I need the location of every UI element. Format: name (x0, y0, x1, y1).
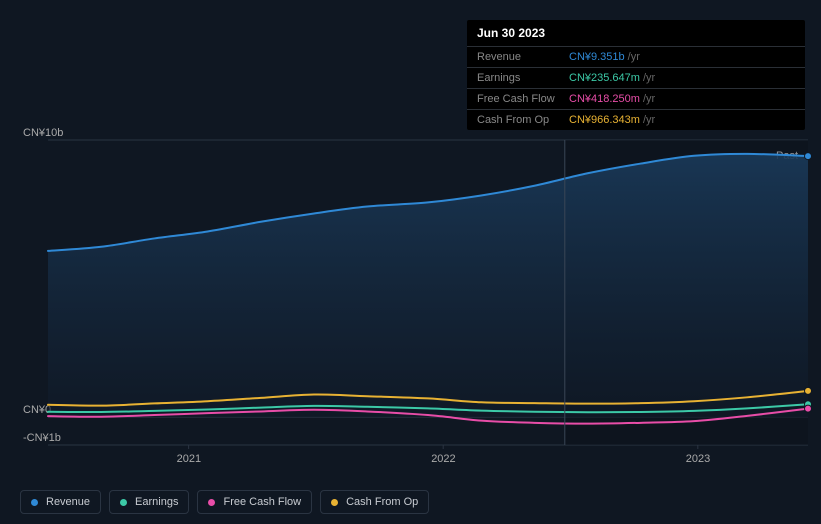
chart-legend: Revenue Earnings Free Cash Flow Cash From O… (20, 490, 429, 514)
legend-label: Cash From Op (346, 496, 418, 508)
tooltip-row: RevenueCN¥9.351b/yr (467, 46, 805, 67)
tooltip-metric-suffix: /yr (628, 51, 640, 63)
chart-tooltip: Jun 30 2023 RevenueCN¥9.351b/yrEarningsC… (467, 20, 805, 130)
legend-label: Revenue (46, 496, 90, 508)
tooltip-metric-label: Cash From Op (477, 114, 569, 126)
tooltip-metric-value: CN¥966.343m (569, 114, 640, 126)
tooltip-date: Jun 30 2023 (467, 20, 805, 46)
tooltip-metric-label: Revenue (477, 51, 569, 63)
tooltip-metric-value: CN¥418.250m (569, 93, 640, 105)
tooltip-metric-label: Earnings (477, 72, 569, 84)
legend-dot-icon (120, 499, 127, 506)
tooltip-metric-value: CN¥9.351b (569, 51, 625, 63)
x-axis-label: 2022 (431, 453, 455, 465)
legend-dot-icon (31, 499, 38, 506)
legend-label: Earnings (135, 496, 178, 508)
legend-item[interactable]: Cash From Op (320, 490, 429, 514)
x-axis-label: 2021 (177, 453, 201, 465)
tooltip-metric-suffix: /yr (643, 114, 655, 126)
tooltip-metric-suffix: /yr (643, 93, 655, 105)
legend-item[interactable]: Earnings (109, 490, 189, 514)
x-axis-label: 2023 (686, 453, 710, 465)
tooltip-row: Cash From OpCN¥966.343m/yr (467, 109, 805, 130)
legend-dot-icon (208, 499, 215, 506)
legend-dot-icon (331, 499, 338, 506)
legend-item[interactable]: Free Cash Flow (197, 490, 312, 514)
legend-label: Free Cash Flow (223, 496, 301, 508)
legend-item[interactable]: Revenue (20, 490, 101, 514)
tooltip-metric-value: CN¥235.647m (569, 72, 640, 84)
tooltip-row: Free Cash FlowCN¥418.250m/yr (467, 88, 805, 109)
tooltip-metric-suffix: /yr (643, 72, 655, 84)
tooltip-metric-label: Free Cash Flow (477, 93, 569, 105)
tooltip-row: EarningsCN¥235.647m/yr (467, 67, 805, 88)
